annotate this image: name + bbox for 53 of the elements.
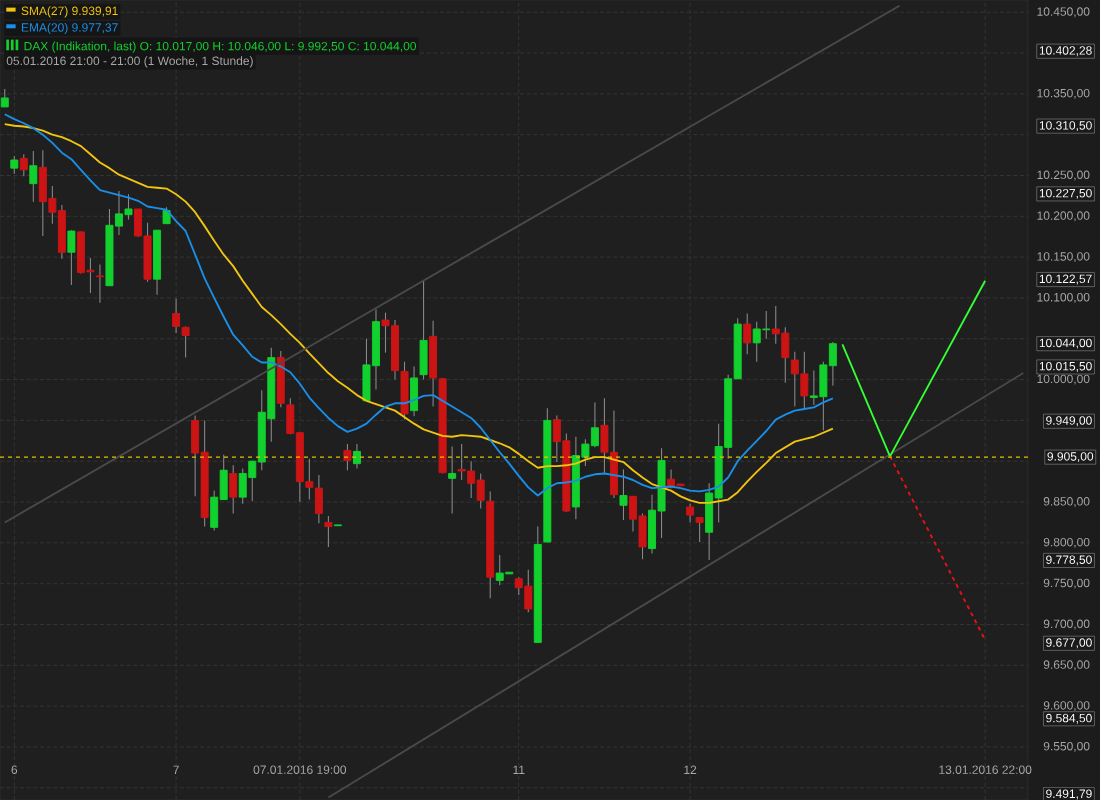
candlestick bbox=[619, 468, 628, 521]
legend-label: EMA(20) 9.977,37 bbox=[21, 22, 118, 35]
y-tick-label: 9.550,00 bbox=[1043, 741, 1090, 752]
candlestick bbox=[448, 445, 457, 515]
y2-tick-label: 10.402,28 bbox=[1039, 46, 1092, 57]
y2-tick-label: 9.949,00 bbox=[1046, 416, 1092, 427]
candlestick bbox=[476, 472, 485, 510]
y-tick-label: 10.200,00 bbox=[1037, 211, 1090, 222]
candlestick bbox=[19, 153, 28, 177]
y-tick-label: 9.850,00 bbox=[1043, 497, 1090, 507]
y-tick-label: 10.100,00 bbox=[1037, 292, 1090, 303]
x-tick-label: 6 bbox=[11, 765, 18, 774]
y2-tick-label: 10.015,50 bbox=[1039, 361, 1092, 372]
candlestick bbox=[229, 464, 238, 515]
y2-tick-label: 10.122,57 bbox=[1039, 274, 1092, 285]
y2-tick-label: 10.310,50 bbox=[1039, 121, 1092, 132]
x-tick-label: 12 bbox=[684, 765, 697, 774]
candlestick bbox=[686, 503, 695, 523]
y2-tick-label: 10.227,50 bbox=[1039, 188, 1092, 199]
y2-tick-label: 9.778,50 bbox=[1046, 555, 1092, 566]
x-tick-label: 13.01.2016 22:00 bbox=[939, 765, 1032, 774]
candlestick bbox=[352, 443, 361, 470]
candlestick bbox=[95, 263, 104, 304]
x-tick-label: 07.01.2016 19:00 bbox=[253, 765, 347, 774]
y-tick-label: 9.600,00 bbox=[1043, 701, 1090, 712]
legend-label: SMA(27) 9.939,91 bbox=[21, 6, 118, 18]
y-tick-label: 9.700,00 bbox=[1043, 619, 1090, 630]
y-tick-label: 10.450,00 bbox=[1037, 7, 1090, 18]
candlestick bbox=[67, 229, 76, 286]
candlestick bbox=[695, 517, 704, 543]
candlestick bbox=[743, 312, 752, 355]
y2-tick-label: 9.584,50 bbox=[1046, 713, 1092, 724]
candlestick bbox=[305, 458, 314, 501]
y2-tick-label: 10.044,00 bbox=[1039, 338, 1092, 349]
x-tick-label: 11 bbox=[513, 765, 525, 774]
ref-line-label: 9.905,00 bbox=[1047, 452, 1094, 463]
legend-label: DAX (Indikation, last) O: 10.017,00 H: 10.046,00 L: 9.992,50 C: 10.044,00 bbox=[24, 41, 417, 53]
y-tick-label: 9.650,00 bbox=[1043, 660, 1090, 671]
x-tick-label: 7 bbox=[173, 765, 179, 774]
y-tick-label: 10.250,00 bbox=[1037, 170, 1090, 181]
y-tick-label: 10.350,00 bbox=[1037, 88, 1090, 99]
candlestick bbox=[343, 443, 352, 471]
text: 05.01.2016 21:00 - 21:00 (1 Woche, 1 Stunde) bbox=[6, 56, 253, 68]
y-tick-label: 10.000,00 bbox=[1037, 374, 1090, 385]
candlestick bbox=[324, 515, 333, 548]
y2-tick-label: 9.491,79 bbox=[1046, 789, 1092, 800]
y-tick-label: 10.150,00 bbox=[1037, 252, 1090, 263]
y-tick-label: 9.750,00 bbox=[1043, 578, 1090, 589]
candlestick bbox=[181, 325, 190, 359]
candlestick bbox=[172, 298, 181, 334]
candlestick bbox=[29, 150, 38, 203]
y-tick-label: 9.800,00 bbox=[1043, 537, 1090, 548]
y2-tick-label: 9.677,00 bbox=[1046, 638, 1092, 649]
